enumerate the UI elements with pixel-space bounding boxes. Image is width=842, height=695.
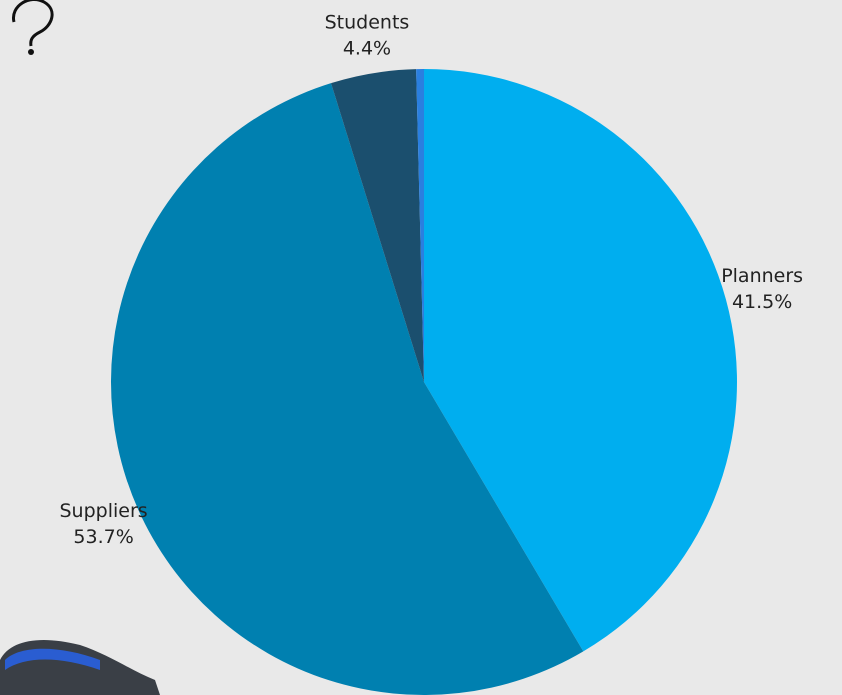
slice-label: Planners — [721, 265, 803, 287]
slice-value-label: 4.4% — [343, 38, 391, 60]
hat-decor — [0, 640, 160, 695]
hat-band — [5, 648, 100, 670]
slice-label: Suppliers — [60, 500, 148, 522]
slice-value-label: 53.7% — [73, 526, 133, 548]
slice-value-label: 41.5% — [732, 291, 792, 313]
pie-slice — [416, 69, 424, 382]
question-mark-decor — [12, 0, 54, 47]
question-mark-dot — [28, 49, 34, 55]
slice-label: Students — [325, 12, 410, 34]
pie-slice — [331, 69, 424, 382]
pie-slice — [424, 69, 737, 652]
pie-slice — [111, 83, 584, 695]
